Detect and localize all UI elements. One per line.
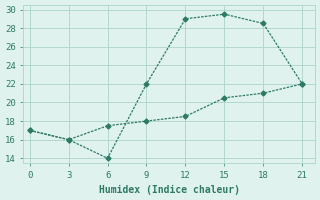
X-axis label: Humidex (Indice chaleur): Humidex (Indice chaleur) xyxy=(99,185,240,195)
